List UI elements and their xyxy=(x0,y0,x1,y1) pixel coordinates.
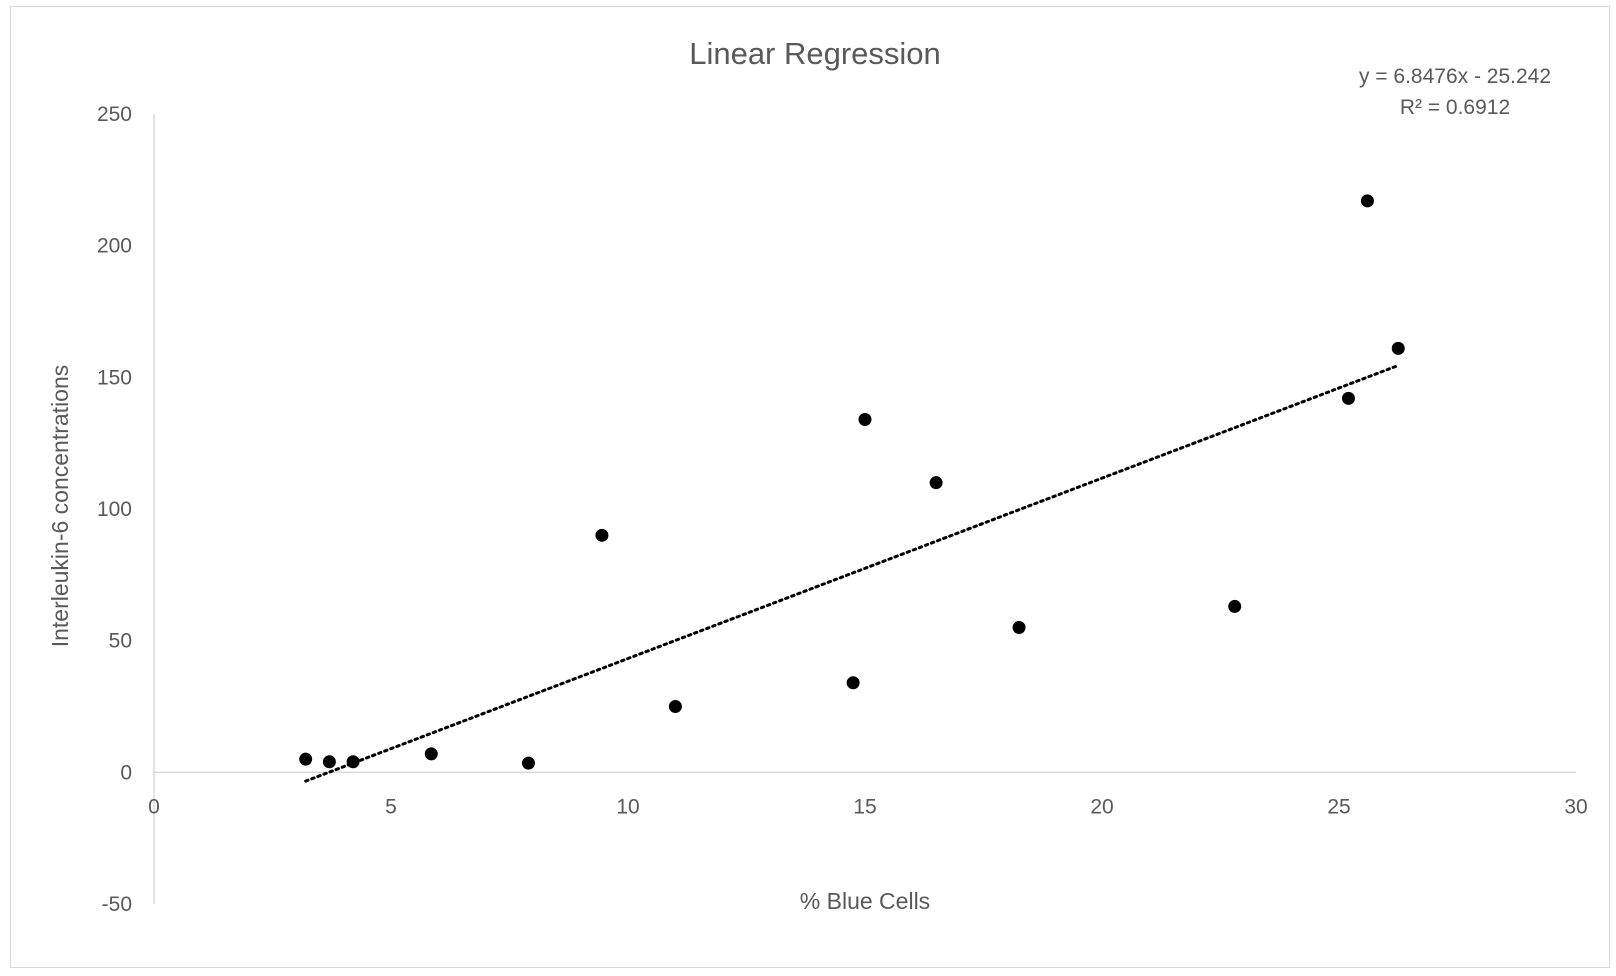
y-tick-label: 100 xyxy=(97,498,132,521)
chart-frame xyxy=(10,6,1610,968)
y-tick-label: 150 xyxy=(97,366,132,389)
y-axis-label: Interleukin-6 concentrations xyxy=(47,365,73,648)
data-point xyxy=(346,755,360,769)
x-axis-label: % Blue Cells xyxy=(800,888,930,914)
data-point xyxy=(668,700,682,713)
x-tick-label: 30 xyxy=(1564,795,1587,818)
chart-title: Linear Regression xyxy=(689,36,941,71)
x-tick-label: 15 xyxy=(853,795,876,818)
x-tick-label: 25 xyxy=(1327,795,1350,818)
x-tick-label: 10 xyxy=(616,795,639,818)
data-point xyxy=(322,755,336,769)
y-tick-label: 200 xyxy=(97,235,132,258)
y-tick-label: 0 xyxy=(120,761,132,784)
y-tick-label: 250 xyxy=(97,103,132,126)
data-point xyxy=(1228,599,1242,613)
data-point xyxy=(521,756,535,770)
data-point xyxy=(1341,391,1355,405)
x-tick-label: 5 xyxy=(385,795,397,818)
y-tick-label: 50 xyxy=(109,630,132,653)
x-tick-labels: 0 5 10 15 20 25 30 xyxy=(148,795,1588,818)
trendline-r-squared: R² = 0.6912 xyxy=(1400,96,1510,119)
data-points xyxy=(299,194,1405,770)
y-tick-labels: -50 0 50 100 150 200 250 xyxy=(97,103,132,916)
data-point xyxy=(929,476,943,490)
data-point xyxy=(858,412,872,426)
data-point xyxy=(1012,621,1026,634)
y-tick-label: -50 xyxy=(102,893,132,916)
x-tick-label: 0 xyxy=(148,795,160,818)
trendline xyxy=(304,363,1400,783)
data-point xyxy=(1391,341,1405,355)
data-point xyxy=(595,528,609,542)
data-point xyxy=(299,752,313,766)
trendline-equation: y = 6.8476x - 25.242 xyxy=(1359,65,1551,88)
x-tick-label: 20 xyxy=(1090,795,1113,818)
data-point xyxy=(424,747,438,761)
data-point xyxy=(846,676,860,690)
data-point xyxy=(1360,194,1374,208)
